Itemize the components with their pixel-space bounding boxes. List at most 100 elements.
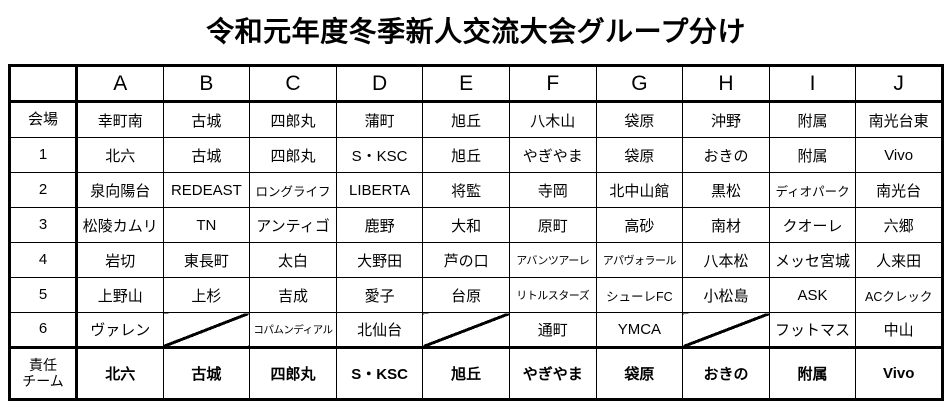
group-header: E bbox=[422, 65, 510, 103]
team-cell: 古城 bbox=[162, 101, 251, 138]
row-label: 6 bbox=[9, 312, 78, 348]
team-cell: 旭丘 bbox=[422, 346, 510, 400]
row-label: 4 bbox=[9, 242, 78, 278]
team-cell: 袋原 bbox=[595, 137, 684, 173]
team-cell: 附属 bbox=[768, 101, 857, 138]
table-row: 4 岩切 東長町 太白 大野田 芦の口 アバンツアーレ アパヴォラール 八本松 メッセ宮城 人来田 bbox=[9, 242, 943, 278]
team-cell: 芦の口 bbox=[422, 242, 510, 278]
table-row: 1 北六 古城 四郎丸 S・KSC 旭丘 やぎやま 袋原 おきの 附属 Vivo bbox=[9, 137, 943, 173]
team-cell: 旭丘 bbox=[422, 137, 510, 173]
group-header: D bbox=[335, 65, 424, 103]
team-cell: 東長町 bbox=[162, 242, 251, 278]
team-cell: LIBERTA bbox=[335, 172, 424, 208]
team-cell: 愛子 bbox=[335, 277, 424, 313]
group-header: B bbox=[162, 65, 251, 103]
team-cell: 原町 bbox=[508, 207, 597, 243]
team-cell: 北六 bbox=[76, 346, 164, 400]
team-cell: 旭丘 bbox=[422, 101, 510, 138]
team-cell: 沖野 bbox=[682, 101, 770, 138]
group-body: 会場 幸町南 古城 四郎丸 蒲町 旭丘 八木山 袋原 沖野 附属 南光台東 1 北六 古城 四郎丸 S・KSC… bbox=[9, 101, 943, 400]
team-cell: 大和 bbox=[422, 207, 510, 243]
team-cell: 四郎丸 bbox=[249, 101, 337, 138]
team-cell: 泉向陽台 bbox=[76, 172, 164, 208]
team-cell: フットマス bbox=[768, 312, 857, 348]
table-row: 責任 チーム 北六 古城 四郎丸 S・KSC 旭丘 やぎやま 袋原 おきの 附属 Vivo bbox=[9, 346, 943, 400]
team-cell: リトルスターズ bbox=[508, 277, 597, 313]
page-title: 令和元年度冬季新人交流大会グループ分け bbox=[206, 16, 746, 47]
team-cell: YMCA bbox=[595, 312, 684, 348]
team-cell: アパヴォラール bbox=[595, 242, 684, 278]
corner-cell bbox=[9, 65, 78, 103]
team-cell: 人来田 bbox=[855, 242, 943, 278]
team-cell: 附属 bbox=[768, 137, 857, 173]
team-cell: 寺岡 bbox=[508, 172, 597, 208]
team-cell: 附属 bbox=[768, 346, 857, 400]
team-cell: Vivo bbox=[855, 346, 943, 400]
team-cell: 幸町南 bbox=[76, 101, 164, 138]
team-cell: 袋原 bbox=[595, 346, 684, 400]
row-label: 2 bbox=[9, 172, 78, 208]
team-cell: おきの bbox=[682, 346, 770, 400]
team-cell: 八本松 bbox=[682, 242, 770, 278]
team-cell: メッセ宮城 bbox=[768, 242, 857, 278]
team-cell: ACクレック bbox=[855, 277, 943, 313]
table-row: 5 上野山 上杉 吉成 愛子 台原 リトルスターズ シューレFC 小松島 ASK ACクレック bbox=[9, 277, 943, 313]
group-header: C bbox=[249, 65, 337, 103]
team-cell: クオーレ bbox=[768, 207, 857, 243]
team-cell: シューレFC bbox=[595, 277, 684, 313]
team-cell: 北中山館 bbox=[595, 172, 684, 208]
team-cell: 南光台 bbox=[855, 172, 943, 208]
team-cell: 四郎丸 bbox=[249, 137, 337, 173]
team-cell: 古城 bbox=[162, 137, 251, 173]
table-row: 会場 幸町南 古城 四郎丸 蒲町 旭丘 八木山 袋原 沖野 附属 南光台東 bbox=[9, 101, 943, 138]
table-row: 2 泉向陽台 REDEAST ロングライフ LIBERTA 将監 寺岡 北中山館 黒松 ディオパー… bbox=[9, 172, 943, 208]
team-cell: コパムンディアル bbox=[249, 312, 337, 348]
team-cell: S・KSC bbox=[335, 346, 424, 400]
team-cell: S・KSC bbox=[335, 137, 424, 173]
team-cell: アバンツアーレ bbox=[508, 242, 597, 278]
row-label: 3 bbox=[9, 207, 78, 243]
group-header: I bbox=[768, 65, 857, 103]
team-cell: 南材 bbox=[682, 207, 770, 243]
team-cell: 高砂 bbox=[595, 207, 684, 243]
team-cell: 蒲町 bbox=[335, 101, 424, 138]
team-cell: 鹿野 bbox=[335, 207, 424, 243]
group-header: A bbox=[76, 65, 164, 103]
team-cell: TN bbox=[162, 207, 251, 243]
team-cell: 四郎丸 bbox=[249, 346, 337, 400]
team-cell: 古城 bbox=[162, 346, 251, 400]
team-cell: ASK bbox=[768, 277, 857, 313]
team-cell: アンティゴ bbox=[249, 207, 337, 243]
team-cell: 大野田 bbox=[335, 242, 424, 278]
team-cell: 小松島 bbox=[682, 277, 770, 313]
row-label: 会場 bbox=[9, 101, 78, 138]
slash-cell bbox=[422, 312, 510, 348]
team-cell: 北六 bbox=[76, 137, 164, 173]
group-header: G bbox=[595, 65, 684, 103]
row-label: 責任 チーム bbox=[9, 346, 78, 400]
row-label: 5 bbox=[9, 277, 78, 313]
table-row: 6 ヴァレン コパムンディアル 北仙台 通町 YMCA フットマス 中山 bbox=[9, 312, 943, 348]
table-row: 3 松陵カムリ TN アンティゴ 鹿野 大和 原町 高砂 南材 クオーレ 六郷 bbox=[9, 207, 943, 243]
row-label: 1 bbox=[9, 137, 78, 173]
team-cell: やぎやま bbox=[508, 346, 597, 400]
team-cell: 八木山 bbox=[508, 101, 597, 138]
team-cell: 中山 bbox=[855, 312, 943, 348]
team-cell: 通町 bbox=[508, 312, 597, 348]
team-cell: 袋原 bbox=[595, 101, 684, 138]
team-cell: 六郷 bbox=[855, 207, 943, 243]
team-cell: REDEAST bbox=[162, 172, 251, 208]
team-cell: やぎやま bbox=[508, 137, 597, 173]
team-cell: Vivo bbox=[855, 137, 943, 173]
team-cell: 岩切 bbox=[76, 242, 164, 278]
group-header: J bbox=[855, 65, 943, 103]
team-cell: 太白 bbox=[249, 242, 337, 278]
team-cell: 黒松 bbox=[682, 172, 770, 208]
team-cell: 将監 bbox=[422, 172, 510, 208]
group-header: H bbox=[682, 65, 770, 103]
team-cell: おきの bbox=[682, 137, 770, 173]
team-cell: 北仙台 bbox=[335, 312, 424, 348]
team-cell: ディオパーク bbox=[768, 172, 857, 208]
